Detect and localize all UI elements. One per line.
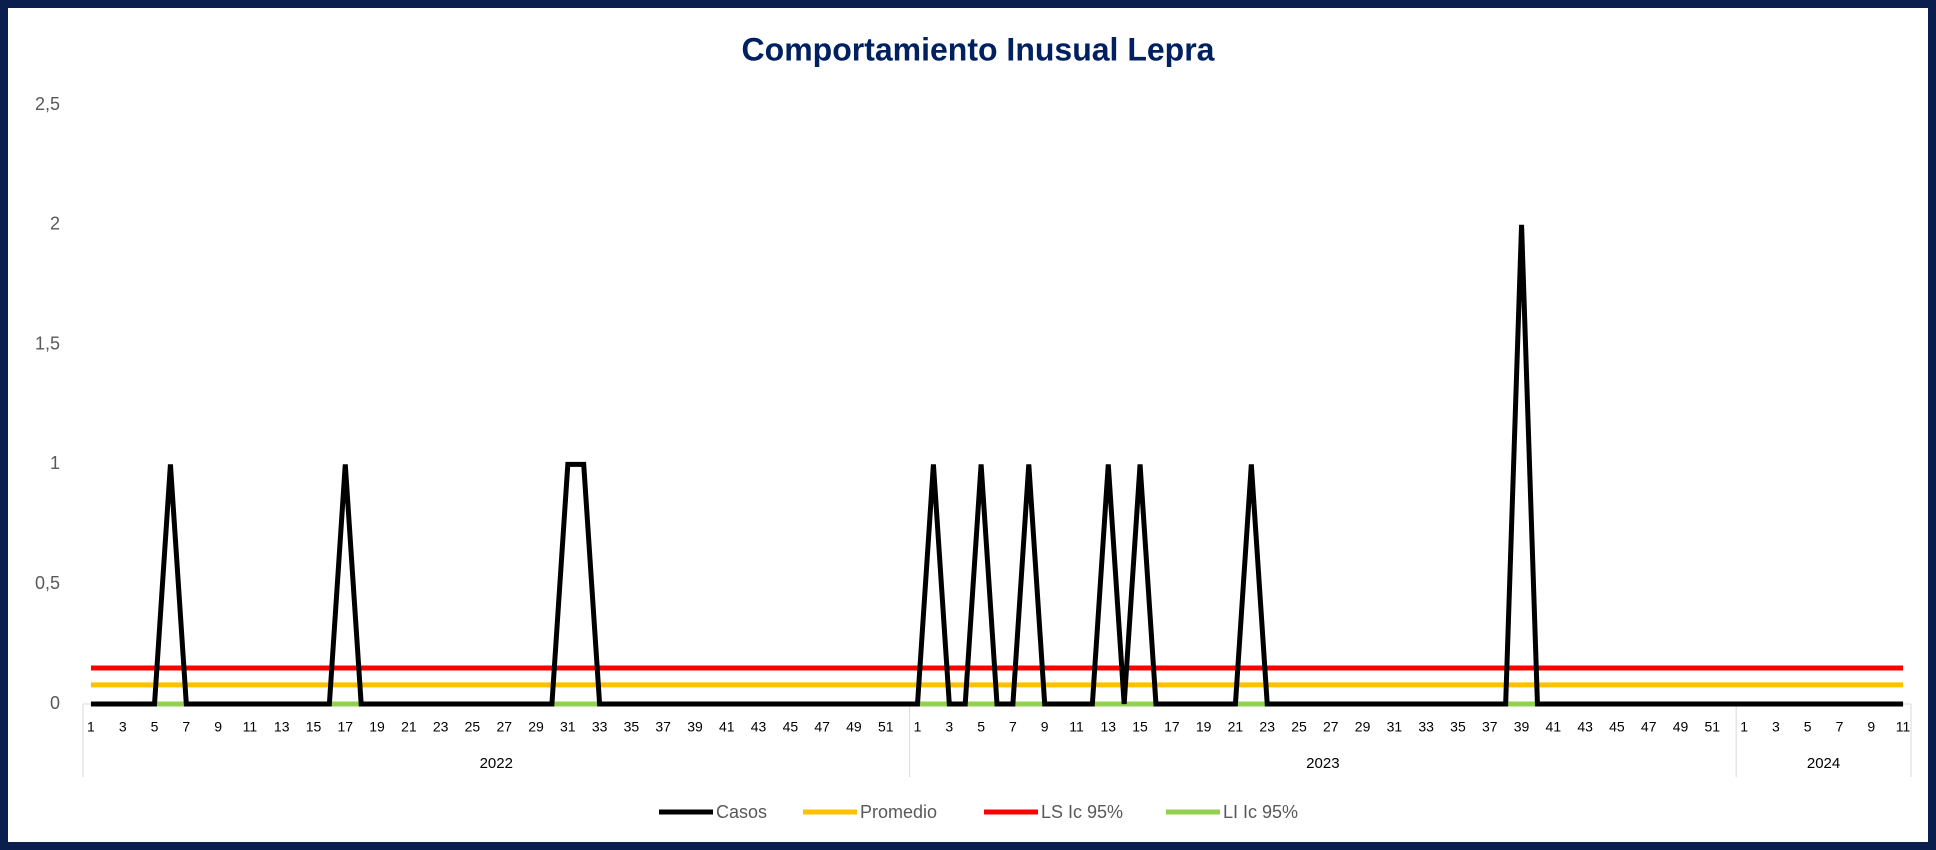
chart-title: Comportamiento Inusual Lepra	[742, 31, 1215, 67]
y-tick-label: 1,5	[35, 333, 60, 353]
x-tick-label: 35	[1450, 719, 1466, 735]
x-tick-label: 11	[243, 719, 258, 735]
x-tick-label: 5	[1804, 719, 1812, 735]
x-tick-label: 13	[1100, 719, 1116, 735]
x-tick-label: 19	[369, 719, 385, 735]
x-tick-label: 1	[87, 719, 95, 735]
x-tick-label: 29	[1355, 719, 1371, 735]
x-tick-label: 43	[751, 719, 767, 735]
x-tick-label: 21	[401, 719, 417, 735]
x-group-label: 2024	[1807, 755, 1840, 772]
x-tick-label: 1	[914, 719, 922, 735]
x-group-label: 2023	[1306, 755, 1339, 772]
x-tick-label: 23	[1259, 719, 1275, 735]
x-tick-label: 29	[528, 719, 544, 735]
legend-label: LI Ic 95%	[1223, 802, 1298, 822]
x-tick-label: 33	[592, 719, 608, 735]
series-line	[90, 224, 1904, 707]
x-tick-label: 51	[878, 719, 894, 735]
y-tick-label: 2,5	[35, 94, 60, 114]
x-tick-label: 7	[1009, 719, 1017, 735]
x-tick-label: 47	[814, 719, 830, 735]
x-tick-label: 7	[1836, 719, 1844, 735]
x-tick-label: 47	[1641, 719, 1657, 735]
x-tick-label: 31	[1387, 719, 1403, 735]
x-tick-label: 49	[1673, 719, 1689, 735]
x-tick-label: 41	[719, 719, 735, 735]
x-tick-label: 45	[1609, 719, 1625, 735]
x-tick-label: 9	[1041, 719, 1049, 735]
x-tick-label: 39	[1514, 719, 1530, 735]
x-tick-label: 35	[624, 719, 640, 735]
x-tick-label: 23	[433, 719, 449, 735]
x-tick-label: 27	[496, 719, 512, 735]
x-tick-label: 3	[119, 719, 127, 735]
x-tick-label: 31	[560, 719, 576, 735]
x-tick-label: 37	[655, 719, 671, 735]
x-tick-label: 3	[945, 719, 953, 735]
x-tick-label: 1	[1740, 719, 1748, 735]
x-tick-label: 11	[1069, 719, 1084, 735]
x-tick-label: 21	[1228, 719, 1244, 735]
legend-label: LS Ic 95%	[1041, 802, 1123, 822]
x-tick-label: 41	[1546, 719, 1562, 735]
x-tick-label: 45	[783, 719, 799, 735]
y-tick-label: 0	[50, 693, 60, 713]
x-tick-label: 43	[1577, 719, 1593, 735]
x-tick-label: 25	[465, 719, 481, 735]
x-group-label: 2022	[480, 755, 513, 772]
y-tick-label: 1	[50, 453, 60, 473]
x-tick-label: 13	[274, 719, 290, 735]
x-tick-label: 17	[1164, 719, 1180, 735]
x-tick-label: 25	[1291, 719, 1307, 735]
x-tick-label: 7	[182, 719, 190, 735]
x-tick-label: 39	[687, 719, 703, 735]
x-tick-label: 11	[1896, 719, 1911, 735]
x-tick-label: 15	[306, 719, 322, 735]
y-tick-label: 2	[50, 214, 60, 234]
y-tick-label: 0,5	[35, 573, 60, 593]
x-tick-label: 9	[214, 719, 222, 735]
x-tick-label: 51	[1705, 719, 1721, 735]
x-tick-label: 49	[846, 719, 862, 735]
x-tick-label: 27	[1323, 719, 1339, 735]
x-tick-label: 5	[151, 719, 159, 735]
x-tick-label: 33	[1418, 719, 1434, 735]
x-tick-label: 17	[337, 719, 353, 735]
legend-label: Casos	[716, 802, 767, 822]
x-tick-label: 9	[1867, 719, 1875, 735]
x-tick-label: 5	[977, 719, 985, 735]
x-tick-label: 37	[1482, 719, 1498, 735]
x-tick-label: 19	[1196, 719, 1212, 735]
legend-label: Promedio	[860, 802, 937, 822]
x-tick-label: 3	[1772, 719, 1780, 735]
x-tick-label: 15	[1132, 719, 1148, 735]
